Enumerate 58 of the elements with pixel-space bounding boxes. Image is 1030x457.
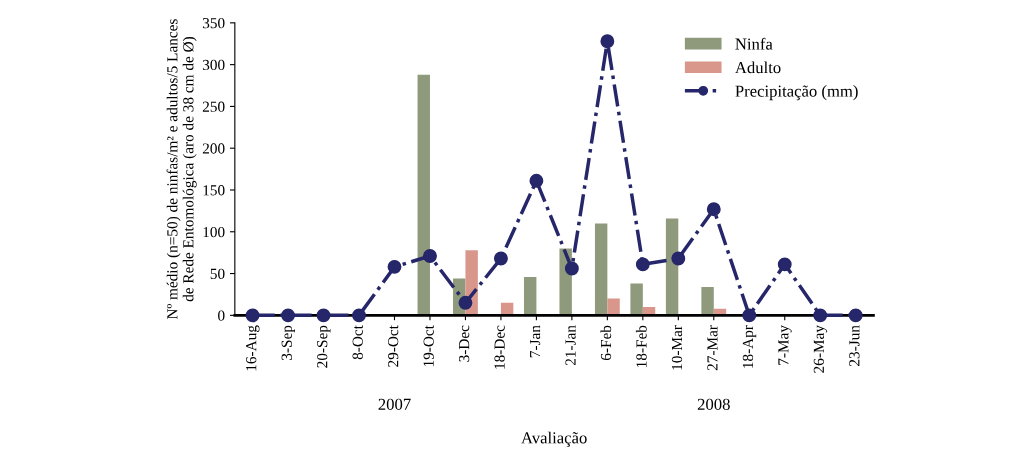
point bbox=[777, 257, 792, 272]
point bbox=[813, 308, 828, 323]
text: 2008 bbox=[697, 398, 730, 410]
text: 2007 bbox=[378, 398, 411, 410]
bar bbox=[607, 298, 620, 316]
x-tick-label: 6-Feb bbox=[600, 325, 612, 361]
point bbox=[281, 308, 296, 323]
x-tick-label: 29-Oct bbox=[388, 325, 399, 367]
x-tick-label: 18-Apr bbox=[742, 325, 757, 368]
x-tick-label: 10-Mar bbox=[671, 325, 683, 370]
legend-label: Adulto bbox=[735, 61, 781, 74]
point bbox=[564, 261, 579, 276]
y-tick-label: 0 bbox=[218, 310, 225, 321]
y-tick-label: 250 bbox=[202, 101, 225, 112]
x-tick-label: 7-Jan bbox=[530, 325, 541, 358]
x-tick-label: 26-May bbox=[813, 325, 828, 373]
x-tick-label: 3-Dec bbox=[459, 325, 470, 362]
point bbox=[600, 34, 615, 49]
bar bbox=[665, 218, 679, 316]
x-tick-label: 7-May bbox=[778, 325, 792, 365]
x-tick-label: 18-Dec bbox=[494, 325, 505, 369]
point bbox=[706, 202, 721, 217]
bar bbox=[523, 276, 537, 316]
legend-label: Ninfa bbox=[735, 37, 773, 50]
point bbox=[742, 308, 757, 323]
y-tick-label: 50 bbox=[210, 268, 225, 279]
y-tick-label: 350 bbox=[202, 17, 225, 29]
point bbox=[493, 251, 508, 266]
point bbox=[316, 308, 331, 323]
legend-label: Precipitação (mm) bbox=[735, 85, 858, 101]
bar bbox=[594, 223, 608, 316]
point bbox=[671, 251, 686, 266]
point bbox=[423, 249, 437, 263]
x-tick-label: 23-Jun bbox=[849, 325, 860, 366]
point bbox=[635, 257, 650, 272]
x-tick-label: 21-Jan bbox=[565, 325, 576, 366]
point bbox=[848, 308, 863, 323]
y-tick-label: 100 bbox=[203, 226, 225, 238]
y-tick-label: 200 bbox=[202, 143, 225, 154]
y-axis-title: Nº médio (n=50) de ninfas/m² e adultos/5 Lances de Rede Entomológica (aro de 38 cm de Ø) bbox=[166, 19, 197, 320]
x-tick-label: 16-Aug bbox=[246, 325, 260, 371]
bar bbox=[701, 286, 714, 316]
x-tick-label: 8-Oct bbox=[352, 325, 363, 360]
point bbox=[352, 308, 366, 323]
x-tick-label: 27-Mar bbox=[707, 325, 718, 371]
bar bbox=[417, 74, 430, 316]
y-tick-label: 150 bbox=[203, 185, 225, 196]
x-tick-label: 20-Sep bbox=[317, 325, 331, 368]
x-tick-label: 3-Sep bbox=[281, 325, 295, 360]
point bbox=[387, 259, 402, 274]
x-axis-title: Avaliação bbox=[521, 431, 587, 447]
x-tick-label: 18-Feb bbox=[635, 325, 647, 367]
point bbox=[245, 308, 260, 323]
bar bbox=[630, 283, 643, 316]
y-tick-label: 300 bbox=[202, 59, 225, 71]
x-tick-label: 19-Oct bbox=[423, 325, 434, 367]
point bbox=[458, 295, 473, 310]
point bbox=[529, 173, 544, 188]
